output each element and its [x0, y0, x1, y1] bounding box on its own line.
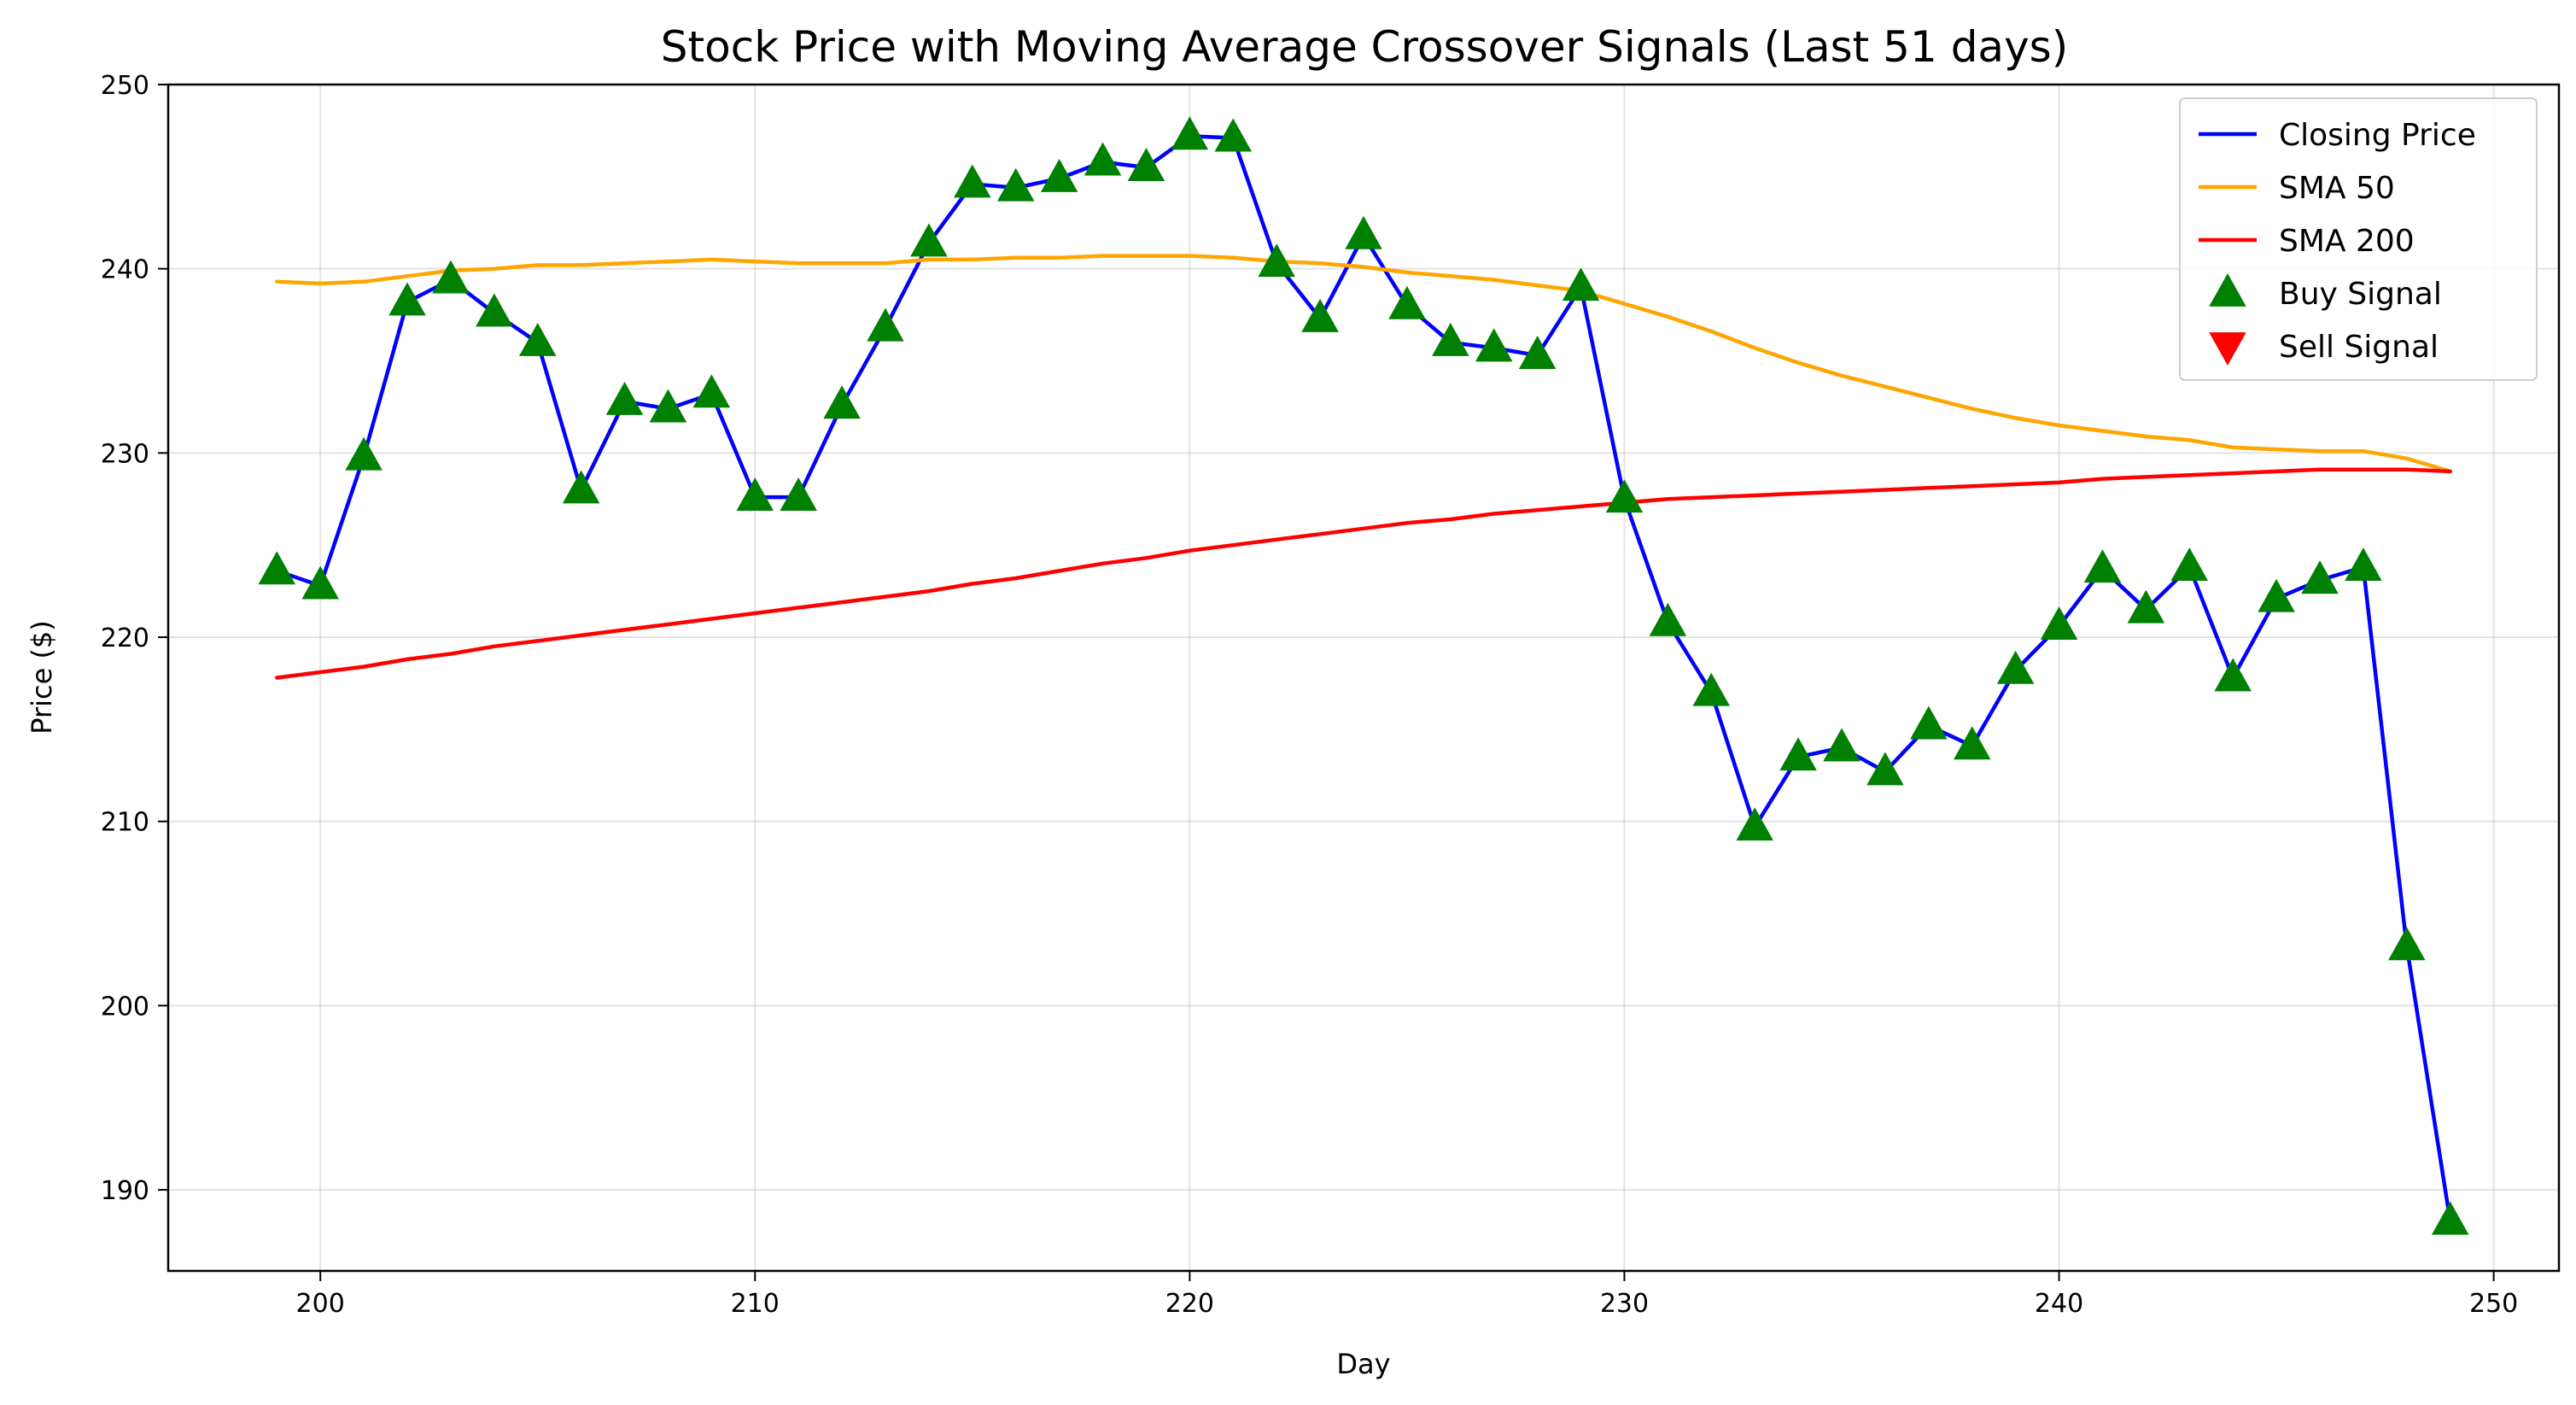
buy-signal-marker: [2040, 606, 2078, 641]
x-tick-label: 230: [1600, 1289, 1649, 1319]
buy-signal-marker: [388, 282, 426, 316]
buy-signal-marker: [2214, 658, 2252, 692]
buy-signal-marker: [910, 223, 948, 257]
buy-signal-marker: [1127, 148, 1165, 181]
buy-signal-marker: [1866, 752, 1904, 786]
buy-signal-marker: [1258, 243, 1295, 278]
buy-signal-marker: [1736, 807, 1773, 841]
y-tick-label: 220: [101, 623, 149, 653]
buy-signal-marker: [692, 374, 731, 408]
buy-signal-marker: [1953, 726, 1991, 760]
buy-signal-marker: [2345, 547, 2382, 581]
y-tick-label: 250: [101, 71, 149, 101]
x-tick-label: 250: [2469, 1289, 2518, 1319]
buy-signal-marker: [1996, 650, 2035, 684]
buy-signal-marker: [1432, 322, 1469, 356]
buy-signal-marker: [2083, 549, 2122, 583]
series-line-sma-200: [275, 467, 2452, 680]
y-tick-label: 230: [101, 439, 149, 469]
buy-signal-marker: [1910, 705, 1948, 740]
buy-signal-marker: [1301, 298, 1339, 332]
buy-signal-marker: [1692, 672, 1731, 706]
buy-signal-marker: [2258, 578, 2295, 612]
buy-signal-marker: [301, 565, 339, 600]
legend-label-sma-200: SMA 200: [2279, 224, 2415, 259]
buy-signal-marker: [1475, 328, 1513, 362]
series-line-sma-50: [275, 254, 2452, 474]
x-axis-label: Day: [1336, 1348, 1390, 1380]
buy-signal-marker: [649, 389, 687, 423]
signal-markers: [258, 116, 2469, 1235]
buy-signal-marker: [432, 260, 470, 294]
legend-label-closing-price: Closing Price: [2279, 118, 2476, 153]
buy-signal-marker: [2170, 547, 2209, 581]
buy-signal-marker: [823, 385, 861, 419]
buy-signal-marker: [1171, 116, 1209, 150]
buy-signal-marker: [1779, 737, 1817, 771]
x-tick-label: 200: [296, 1289, 345, 1319]
buy-signal-marker: [518, 322, 557, 356]
buy-signal-marker: [258, 551, 296, 585]
buy-signal-marker: [1518, 336, 1557, 369]
buy-signal-marker: [345, 436, 383, 471]
legend-label-buy-signal: Buy Signal: [2279, 277, 2442, 312]
grid: [168, 84, 2559, 1271]
buy-signal-marker: [1562, 267, 1600, 301]
buy-signal-marker: [562, 470, 600, 504]
buy-signal-marker: [1823, 728, 1860, 762]
buy-signal-marker: [1084, 142, 1122, 176]
x-tick-label: 240: [2035, 1289, 2083, 1319]
buy-signal-marker: [1040, 158, 1078, 192]
x-tick-label: 210: [731, 1289, 780, 1319]
y-tick-label: 240: [101, 255, 149, 285]
buy-signal-marker: [1214, 118, 1253, 152]
buy-signal-marker: [867, 307, 904, 342]
chart-title: Stock Price with Moving Average Crossove…: [661, 22, 2068, 72]
legend-swatch-buy-signal: [2209, 272, 2246, 307]
legend: Closing Price SMA 50 SMA 200 Buy Signal Sell…: [2179, 97, 2538, 381]
x-axis: 200 210 220 230 240 250: [296, 1271, 2518, 1319]
buy-signal-marker: [954, 164, 991, 198]
buy-signal-marker: [1388, 285, 1426, 319]
buy-signal-marker: [1345, 215, 1382, 249]
buy-signal-marker: [476, 293, 513, 327]
buy-signal-marker: [2301, 560, 2339, 594]
buy-signal-marker: [1605, 479, 1644, 513]
legend-swatch-sell-signal: [2209, 332, 2246, 366]
buy-signal-marker: [2431, 1201, 2469, 1235]
x-tick-label: 220: [1165, 1289, 1214, 1319]
buy-signal-marker: [2127, 589, 2165, 623]
y-tick-label: 210: [101, 808, 149, 838]
legend-label-sma-50: SMA 50: [2279, 171, 2395, 206]
y-tick-label: 200: [101, 992, 149, 1022]
buy-signal-marker: [1649, 602, 1687, 636]
legend-label-sell-signal: Sell Signal: [2279, 330, 2439, 365]
buy-signal-marker: [780, 477, 817, 512]
y-axis-label: Price ($): [26, 620, 58, 735]
y-tick-label: 190: [101, 1176, 149, 1206]
y-axis: 190 200 210 220 230 240 250: [101, 71, 168, 1206]
legend-box: [2179, 97, 2538, 381]
buy-signal-marker: [736, 477, 774, 512]
plot-frame: [166, 83, 2561, 1273]
buy-signal-marker: [996, 167, 1035, 202]
buy-signal-marker: [605, 381, 644, 415]
buy-signal-marker: [2388, 927, 2426, 961]
